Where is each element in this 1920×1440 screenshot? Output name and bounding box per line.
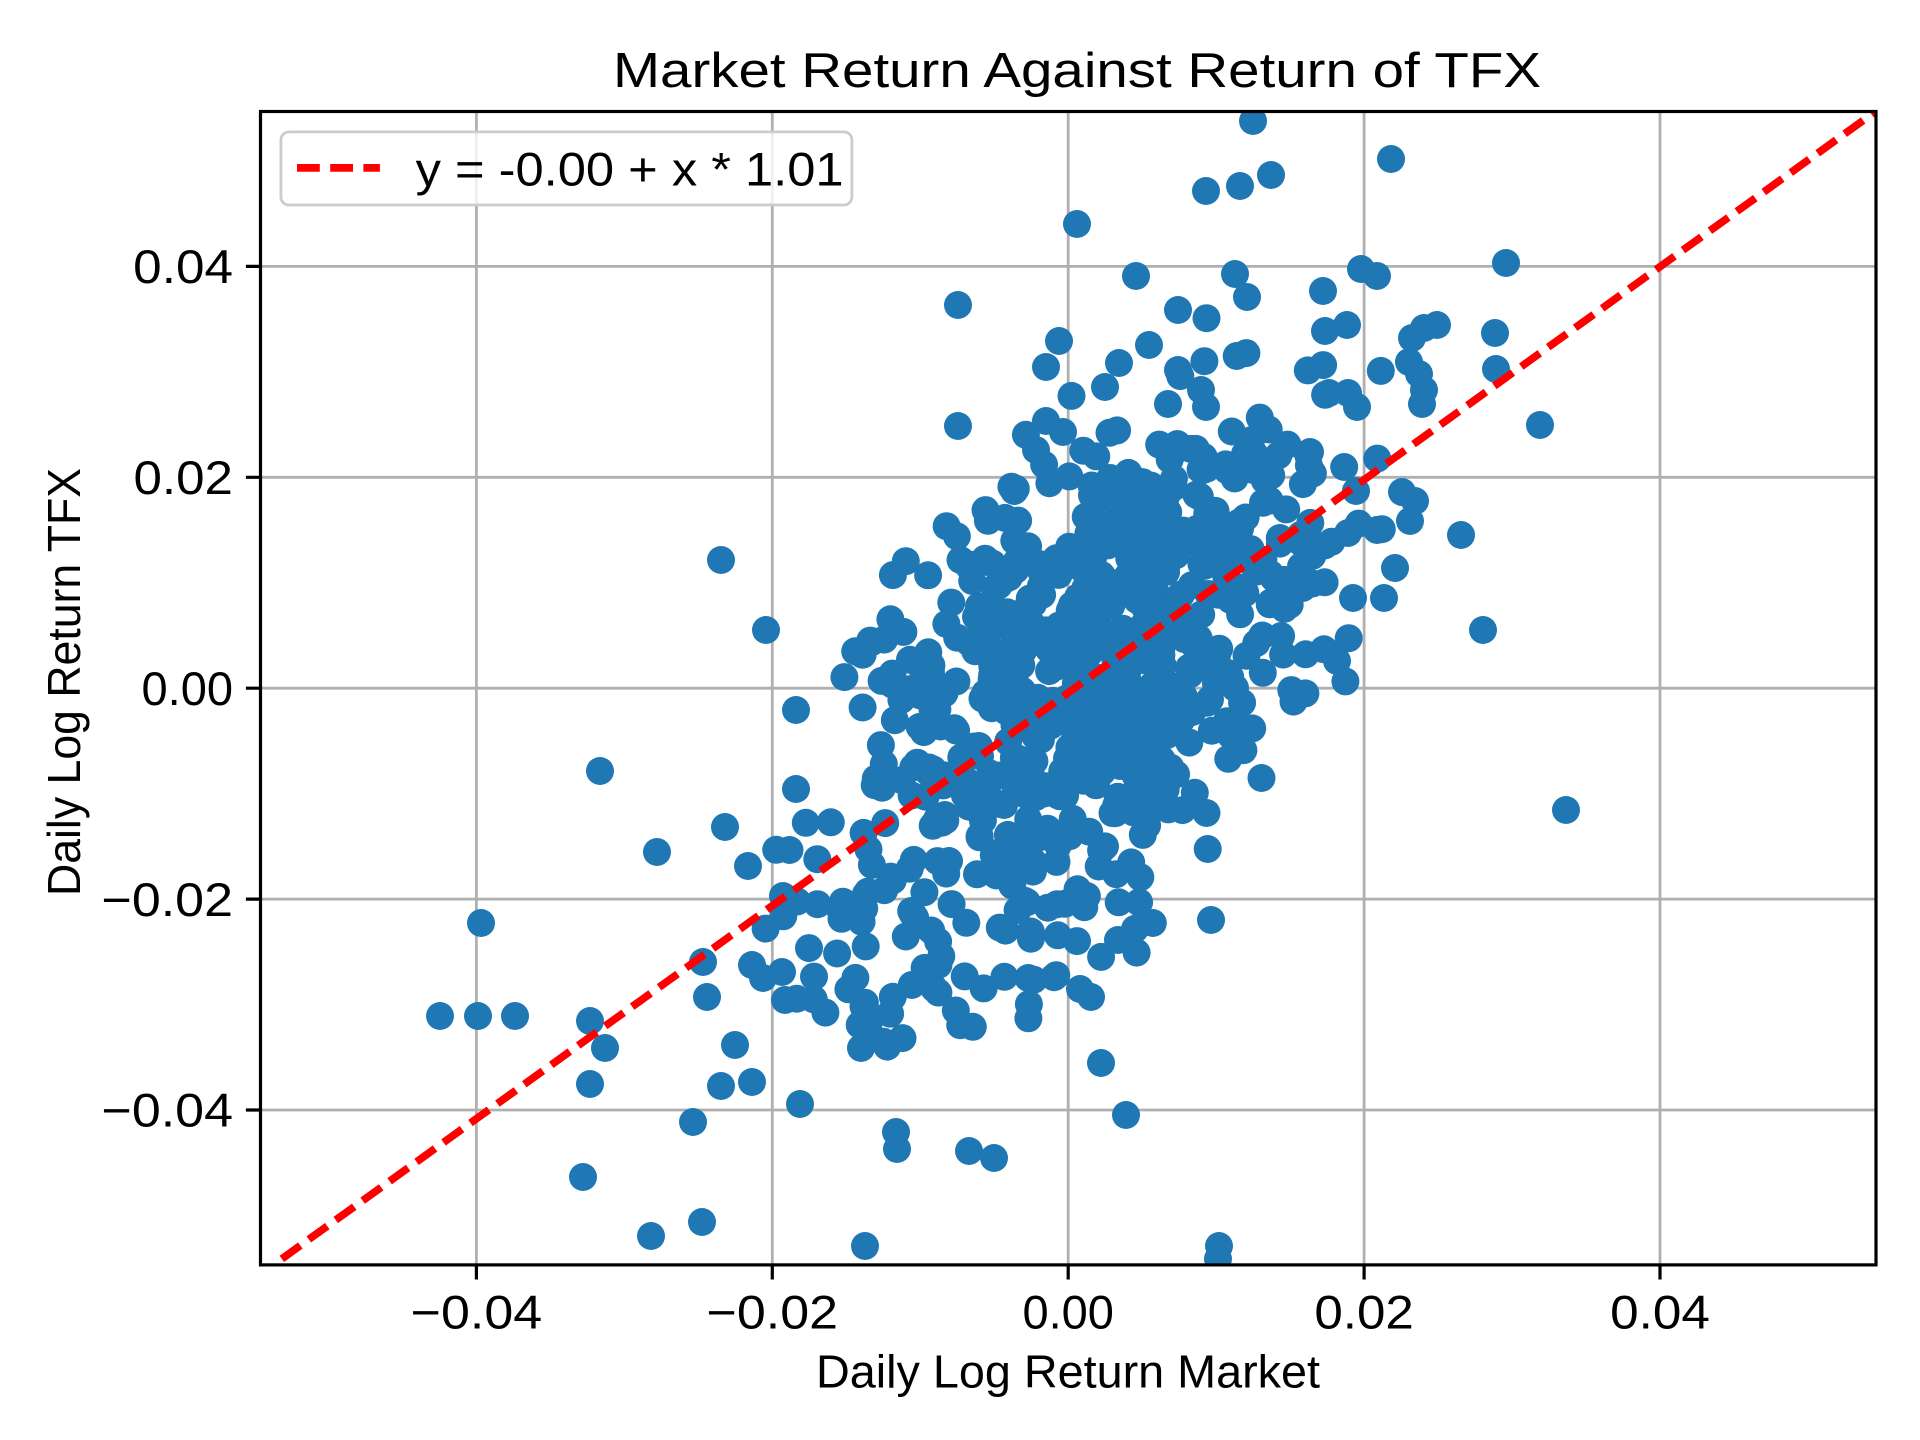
svg-text:0.00: 0.00 [1022, 1286, 1114, 1339]
svg-text:Daily Log Return Market: Daily Log Return Market [816, 1346, 1320, 1398]
svg-text:0.00: 0.00 [142, 662, 234, 715]
svg-text:−0.04: −0.04 [102, 1084, 234, 1137]
svg-text:0.02: 0.02 [1314, 1286, 1414, 1339]
svg-text:−0.04: −0.04 [411, 1286, 543, 1339]
svg-text:−0.02: −0.02 [102, 873, 234, 926]
svg-text:Daily Log Return TFX: Daily Log Return TFX [38, 468, 90, 896]
svg-text:0.02: 0.02 [134, 451, 234, 504]
svg-text:0.04: 0.04 [133, 240, 233, 293]
svg-text:0.04: 0.04 [1610, 1286, 1710, 1339]
svg-text:y = -0.00 + x * 1.01: y = -0.00 + x * 1.01 [416, 144, 844, 197]
svg-text:−0.02: −0.02 [707, 1286, 839, 1339]
svg-text:Market Return Against Return o: Market Return Against Return of TFX [613, 44, 1541, 98]
